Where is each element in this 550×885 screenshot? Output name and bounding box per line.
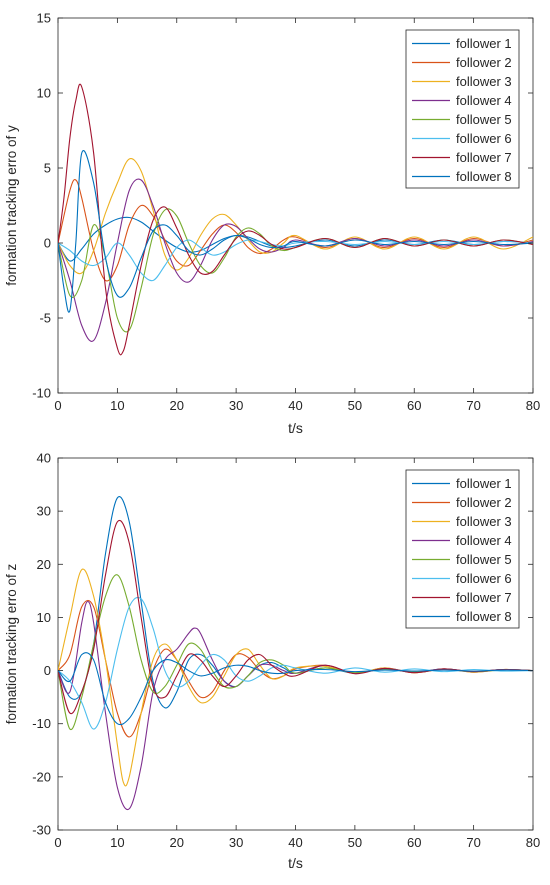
legend-label-5: follower 5 [456,112,512,127]
legend-label-8: follower 8 [456,609,512,624]
series-line-1 [58,216,533,262]
x-tick-label: 50 [348,835,362,850]
x-tick-label: 80 [526,398,540,413]
y-tick-label: 20 [37,557,51,572]
legend-label-8: follower 8 [456,169,512,184]
y-tick-label: -5 [39,311,51,326]
series-line-8 [58,150,533,313]
x-tick-label: 0 [54,835,61,850]
legend-label-1: follower 1 [456,36,512,51]
x-tick-label: 30 [229,398,243,413]
series-line-8 [58,652,533,726]
y-axis-label: formation tracking erro of y [4,125,19,286]
legend-box [405,29,520,189]
legend-label-3: follower 3 [456,514,512,529]
y-tick-label: -10 [32,716,51,731]
legend-label-5: follower 5 [456,552,512,567]
y-tick-label: -10 [32,386,51,401]
chart-2: 0 10 20 30 40 50 60 70 80 -30 -20 -10 0 10 20 30 40 t/s fo… [4,451,540,872]
x-tick-label: 30 [229,835,243,850]
legend-label-7: follower 7 [456,150,512,165]
x-tick-label: 10 [110,398,124,413]
legend-box [405,469,520,629]
y-tick-label: 10 [37,86,51,101]
x-axis-label: t/s [288,420,303,436]
y-tick-label: -20 [32,769,51,784]
y-tick-label: -30 [32,823,51,838]
x-axis-label: t/s [288,855,303,871]
x-tick-label: 80 [526,835,540,850]
legend-label-7: follower 7 [456,590,512,605]
legend-label-3: follower 3 [456,74,512,89]
legend-label-1: follower 1 [456,476,512,491]
x-tick-label: 40 [288,835,302,850]
y-tick-label: 15 [37,11,51,26]
legend-label-2: follower 2 [456,495,512,510]
legend-label-4: follower 4 [456,93,512,108]
x-tick-label: 70 [466,835,480,850]
y-tick-label: 40 [37,451,51,466]
y-axis-label: formation tracking erro of z [4,563,19,724]
y-tick-label: 30 [37,504,51,519]
legend-label-6: follower 6 [456,131,512,146]
legend: follower 1 follower 2 follower 3 follower 4… [405,29,520,189]
series-line-7 [58,83,533,356]
legend-label-4: follower 4 [456,533,512,548]
y-tick-label: 0 [44,663,51,678]
legend-label-2: follower 2 [456,55,512,70]
x-tick-label: 20 [170,835,184,850]
y-tick-label: 10 [37,610,51,625]
x-tick-label: 50 [348,398,362,413]
x-tick-label: 0 [54,398,61,413]
series-group [58,496,533,811]
x-tick-label: 60 [407,398,421,413]
y-tick-label: 0 [44,236,51,251]
series-group [58,83,533,356]
y-tick-label: 5 [44,161,51,176]
chart-1: 0 10 20 30 40 50 60 70 80 -10 -5 0 5 10 15 t/s formation… [4,11,540,437]
series-line-7 [58,519,533,715]
x-tick-label: 40 [288,398,302,413]
series-line-6 [58,596,533,730]
x-tick-label: 10 [110,835,124,850]
x-tick-label: 70 [466,398,480,413]
x-tick-label: 20 [170,398,184,413]
x-tick-label: 60 [407,835,421,850]
series-line-6 [58,239,533,282]
series-line-3 [58,158,533,275]
series-line-4 [58,178,533,342]
legend: follower 1 follower 2 follower 3 follower 4… [405,469,520,629]
legend-label-6: follower 6 [456,571,512,586]
